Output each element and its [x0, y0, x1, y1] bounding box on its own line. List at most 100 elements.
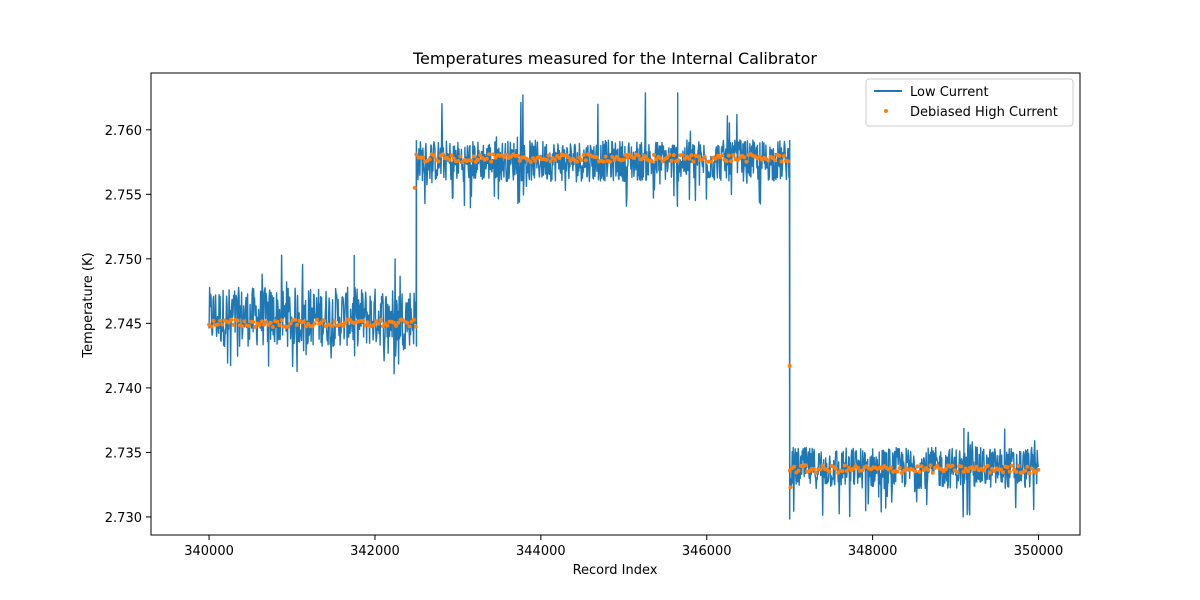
debiased-point — [385, 323, 390, 328]
debiased-point — [601, 159, 606, 164]
debiased-point — [553, 157, 557, 162]
debiased-point — [658, 156, 663, 161]
debiased-point — [394, 323, 399, 328]
legend-label-debiased-high-current: Debiased High Current — [910, 105, 1058, 120]
axes-frame — [150, 72, 1081, 536]
debiased-point — [469, 158, 474, 163]
debiased-point — [312, 321, 317, 326]
debiased-point — [246, 323, 251, 328]
debiased-point — [827, 469, 832, 474]
debiased-point — [533, 158, 538, 163]
debiased-point — [676, 158, 681, 163]
debiased-point — [229, 317, 234, 322]
debiased-point — [1023, 468, 1028, 473]
debiased-point — [310, 324, 315, 329]
debiased-outlier-point — [788, 485, 793, 490]
debiased-point — [471, 154, 476, 159]
debiased-point — [270, 325, 275, 329]
debiased-point — [1014, 469, 1019, 474]
series-low-current-line — [208, 92, 1039, 518]
debiased-point — [253, 324, 258, 329]
debiased-point — [954, 470, 959, 474]
debiased-point — [919, 464, 924, 469]
debiased-point — [361, 318, 366, 323]
y-tick-label: 2.760 — [105, 124, 142, 139]
debiased-point — [926, 467, 931, 472]
debiased-point — [840, 469, 845, 473]
debiased-point — [449, 153, 454, 158]
debiased-point — [436, 159, 441, 164]
debiased-point — [487, 152, 491, 157]
debiased-point — [652, 152, 656, 157]
debiased-point — [259, 319, 264, 324]
debiased-point — [766, 158, 771, 163]
y-tick-label: 2.730 — [105, 511, 142, 526]
debiased-point — [1009, 463, 1014, 468]
debiased-point — [811, 467, 816, 471]
debiased-point — [240, 324, 245, 329]
debiased-point — [689, 153, 694, 158]
debiased-point — [888, 465, 893, 470]
debiased-point — [231, 322, 236, 327]
debiased-point — [974, 464, 979, 469]
debiased-point — [235, 318, 240, 323]
debiased-point — [396, 320, 401, 325]
debiased-point — [301, 319, 306, 324]
debiased-point — [546, 153, 551, 158]
debiased-point — [667, 152, 672, 157]
debiased-point — [803, 463, 808, 468]
debiased-point — [211, 318, 216, 323]
debiased-point — [691, 159, 696, 164]
debiased-point — [913, 469, 918, 474]
y-tick-label: 2.745 — [105, 317, 142, 332]
debiased-point — [332, 319, 337, 324]
debiased-point — [671, 153, 676, 158]
debiased-point — [713, 156, 718, 161]
x-tick-label: 348000 — [848, 544, 898, 559]
debiased-point — [432, 153, 436, 158]
series-debiased-high-current — [207, 152, 1041, 490]
debiased-point — [427, 157, 432, 162]
debiased-point — [928, 463, 933, 468]
legend-label-low-current: Low Current — [910, 85, 989, 100]
debiased-point — [700, 157, 705, 162]
debiased-point — [818, 467, 823, 472]
debiased-point — [476, 157, 480, 162]
debiased-point — [489, 159, 494, 164]
debiased-point — [295, 322, 300, 327]
debiased-point — [321, 318, 326, 323]
debiased-point — [720, 153, 725, 158]
debiased-point — [330, 323, 335, 328]
debiased-point — [581, 152, 586, 157]
x-tick-label: 344000 — [516, 544, 566, 559]
y-tick-label: 2.755 — [105, 188, 142, 203]
debiased-point — [985, 463, 990, 468]
debiased-point — [275, 319, 280, 324]
debiased-point — [608, 159, 612, 164]
debiased-point — [411, 317, 416, 322]
chart-title: Temperatures measured for the Internal C… — [412, 49, 817, 68]
debiased-point — [1005, 465, 1010, 470]
debiased-point — [702, 154, 707, 159]
debiased-point — [528, 160, 533, 164]
debiased-point — [943, 467, 948, 471]
debiased-point — [1007, 469, 1012, 474]
debiased-point — [786, 159, 791, 164]
debiased-point — [729, 159, 733, 164]
debiased-point — [636, 153, 641, 158]
y-tick-label: 2.735 — [105, 446, 142, 461]
y-axis: 2.730 2.735 2.740 2.745 2.750 2.755 2.760 — [105, 124, 151, 526]
debiased-point — [583, 158, 588, 163]
debiased-point — [603, 154, 608, 159]
debiased-point — [855, 465, 860, 470]
debiased-point — [930, 470, 935, 475]
debiased-point — [777, 153, 782, 158]
debiased-point — [1016, 464, 1021, 468]
debiased-point — [257, 323, 262, 327]
debiased-point — [998, 467, 1003, 472]
debiased-point — [413, 324, 418, 329]
plot-area — [150, 72, 1081, 536]
debiased-point — [517, 158, 522, 163]
debiased-point — [405, 320, 410, 325]
debiased-point — [277, 323, 282, 328]
